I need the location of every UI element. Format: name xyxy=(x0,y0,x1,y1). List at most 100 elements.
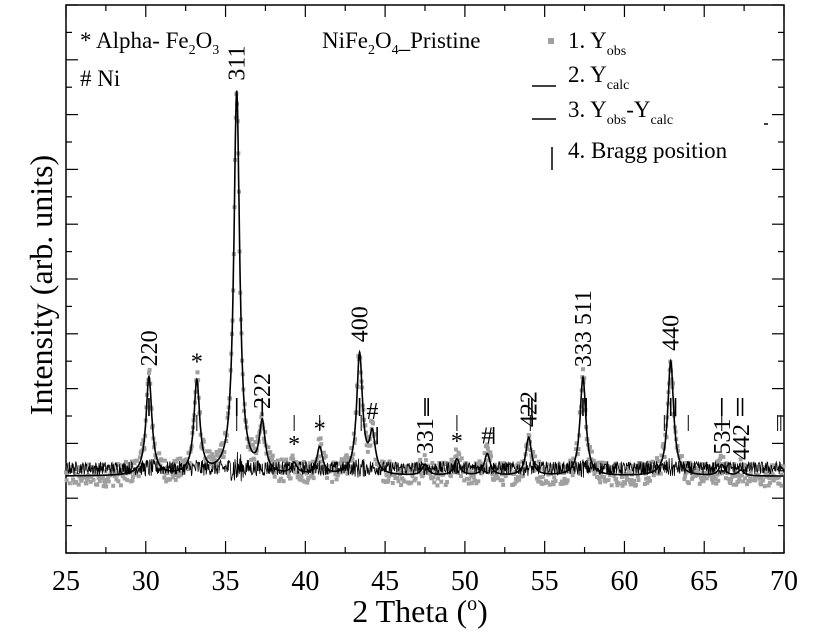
observed-point xyxy=(130,478,135,483)
observed-point xyxy=(252,457,257,462)
observed-point xyxy=(542,481,547,486)
observed-point xyxy=(250,443,255,448)
observed-point xyxy=(316,459,321,464)
observed-point xyxy=(512,481,517,486)
observed-point xyxy=(245,444,250,449)
observed-point xyxy=(529,457,534,462)
observed-point xyxy=(554,470,559,475)
observed-point xyxy=(603,479,608,484)
observed-point xyxy=(187,465,192,470)
observed-point xyxy=(478,461,483,466)
observed-point xyxy=(84,481,89,486)
observed-point xyxy=(552,475,557,480)
observed-point xyxy=(223,430,228,435)
observed-point xyxy=(386,474,391,479)
observed-point xyxy=(134,458,139,463)
observed-point xyxy=(606,478,611,483)
observed-point xyxy=(757,467,762,472)
observed-point xyxy=(97,478,102,483)
observed-point xyxy=(711,480,716,485)
observed-point xyxy=(501,482,506,487)
observed-point xyxy=(132,461,137,466)
observed-point xyxy=(593,469,598,474)
observed-point xyxy=(480,469,485,474)
observed-point xyxy=(393,464,398,469)
observed-point xyxy=(388,468,393,473)
observed-point xyxy=(100,463,105,468)
observed-point xyxy=(203,456,208,461)
observed-point xyxy=(64,478,69,483)
observed-point xyxy=(704,476,709,481)
observed-point xyxy=(321,464,326,469)
observed-point xyxy=(402,479,407,484)
observed-point xyxy=(739,462,744,467)
observed-point xyxy=(165,470,170,475)
phase-note-hematite: * Alpha- Fe2O3 xyxy=(80,28,219,58)
legend-entry-yobs: 1. Yobs xyxy=(568,28,626,59)
observed-point xyxy=(679,454,684,459)
observed-point xyxy=(295,460,300,465)
observed-point xyxy=(736,479,741,484)
observed-point xyxy=(415,467,420,472)
observed-point xyxy=(743,476,748,481)
observed-point xyxy=(720,471,725,476)
observed-point xyxy=(774,467,779,472)
observed-point xyxy=(710,476,715,481)
observed-point xyxy=(766,472,771,477)
observed-point xyxy=(526,441,531,446)
observed-point xyxy=(253,440,258,445)
observed-point xyxy=(485,446,490,451)
observed-point xyxy=(421,471,426,476)
observed-point xyxy=(770,472,775,477)
observed-point xyxy=(753,478,758,483)
observed-point xyxy=(626,477,631,482)
observed-point xyxy=(759,475,764,480)
observed-point xyxy=(536,459,541,464)
observed-point xyxy=(602,475,607,480)
observed-point xyxy=(693,473,698,478)
peak-label-hkl: 220 xyxy=(137,330,163,366)
observed-point xyxy=(162,458,167,463)
observed-point xyxy=(305,480,310,485)
observed-point xyxy=(277,464,282,469)
observed-point xyxy=(452,470,457,475)
observed-point xyxy=(467,476,472,481)
observed-point xyxy=(218,449,223,454)
legend-entry-bragg: 4. Bragg position xyxy=(568,138,728,163)
observed-point xyxy=(765,465,770,470)
observed-point xyxy=(560,481,565,486)
observed-point xyxy=(122,476,127,481)
peak-label-hkl: 222 xyxy=(250,373,276,409)
observed-point xyxy=(94,471,99,476)
observed-point xyxy=(349,446,354,451)
observed-point xyxy=(339,457,344,462)
legend-entry-ycalc: 2. Ycalc xyxy=(568,62,629,93)
observed-point xyxy=(759,482,764,487)
observed-point xyxy=(464,476,469,481)
observed-point xyxy=(420,473,425,478)
observed-point xyxy=(599,474,604,479)
peak-label-hkl: 311 xyxy=(225,46,251,81)
observed-point xyxy=(571,456,576,461)
observed-point xyxy=(457,452,462,457)
observed-point xyxy=(101,474,106,479)
observed-point xyxy=(469,481,474,486)
observed-point xyxy=(254,451,259,456)
observed-point xyxy=(612,474,617,479)
observed-point xyxy=(249,457,254,462)
observed-point xyxy=(216,453,221,458)
observed-point xyxy=(210,452,215,457)
observed-point xyxy=(625,466,630,471)
observed-point xyxy=(484,458,489,463)
observed-point xyxy=(260,422,265,427)
observed-point xyxy=(449,457,454,462)
observed-point xyxy=(616,481,621,486)
observed-point xyxy=(134,472,139,477)
observed-point xyxy=(582,376,587,381)
observed-point xyxy=(299,473,304,478)
observed-point xyxy=(279,476,284,481)
observed-point xyxy=(131,469,136,474)
observed-point xyxy=(587,444,592,449)
observed-point xyxy=(352,440,357,445)
observed-point xyxy=(111,483,116,488)
